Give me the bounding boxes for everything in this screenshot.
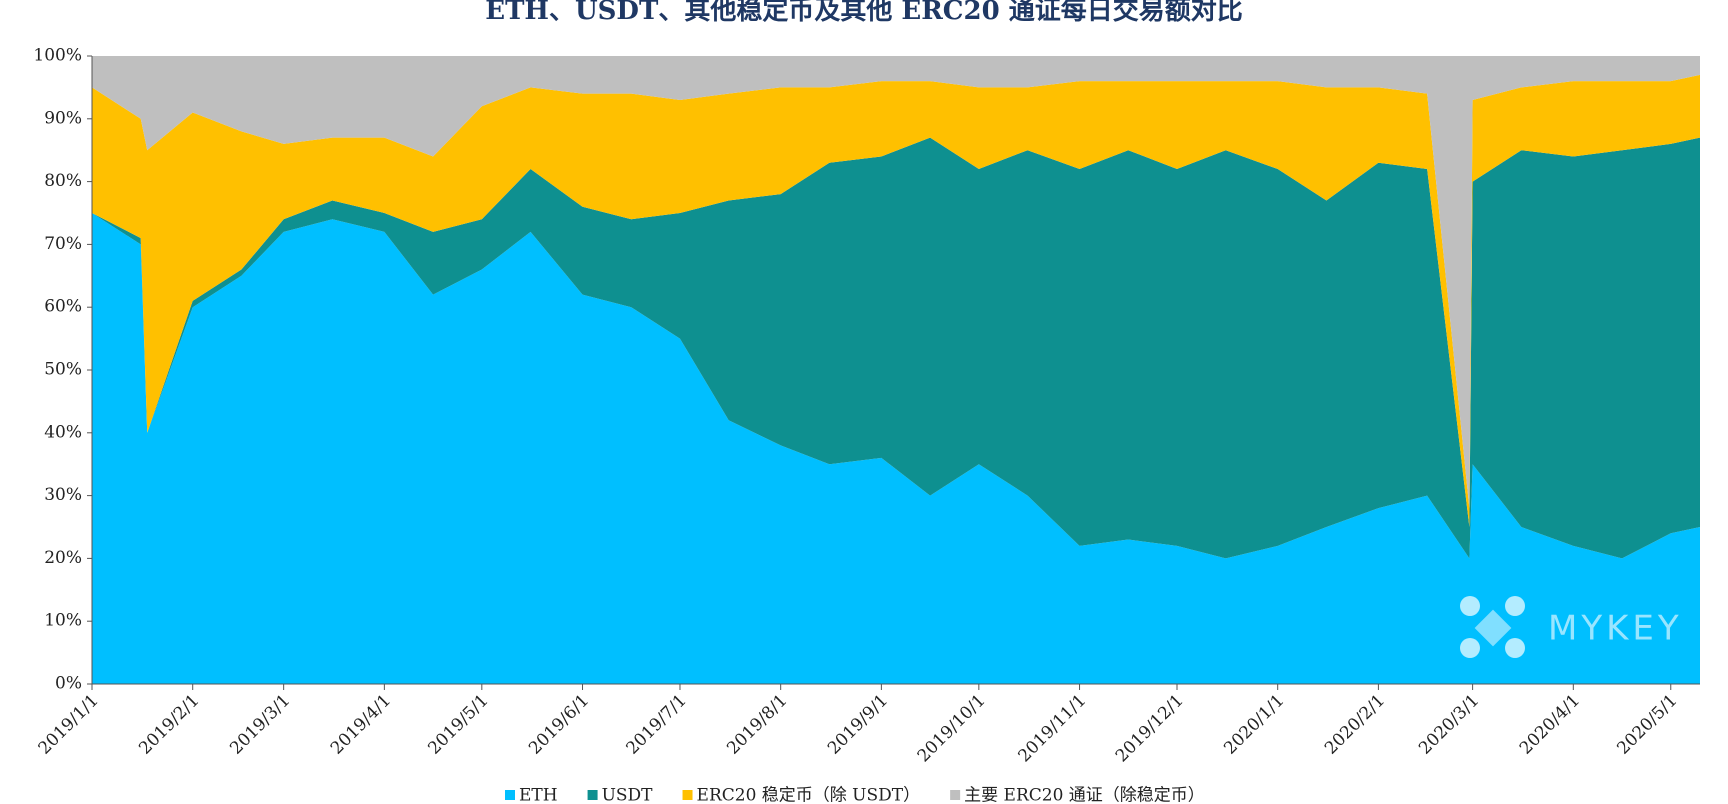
y-tick-label: 0% — [55, 674, 82, 694]
area — [92, 137, 1700, 559]
legend-label: USDT — [602, 786, 654, 804]
legend-label: ETH — [519, 786, 558, 804]
chart-title: ETH、USDT、其他稳定币及其他 ERC20 通证每日交易额对比 — [485, 0, 1242, 26]
y-tick-label: 70% — [44, 234, 82, 254]
x-tick-label: 2020/2/1 — [1321, 691, 1389, 759]
y-tick-label: 20% — [44, 548, 82, 568]
y-tick-label: 60% — [44, 297, 82, 317]
watermark-text: MYKEY — [1548, 609, 1683, 649]
x-tick-label: 2019/6/1 — [525, 691, 593, 759]
x-tick-label: 2019/2/1 — [135, 691, 203, 759]
x-tick-label: 2019/1/1 — [35, 691, 103, 759]
y-tick-label: 90% — [44, 108, 82, 128]
x-tick-label: 2020/5/1 — [1613, 691, 1681, 759]
watermark-dot — [1460, 638, 1480, 658]
watermark-dot — [1505, 596, 1525, 616]
y-tick-label: 40% — [44, 422, 82, 442]
x-tick-label: 2019/10/1 — [914, 691, 990, 767]
legend-swatch — [682, 790, 693, 800]
watermark-dot — [1460, 596, 1480, 616]
legend-label: 主要 ERC20 通证（除稳定币） — [964, 786, 1205, 804]
y-tick-label: 50% — [44, 360, 82, 380]
x-tick-label: 2020/4/1 — [1516, 691, 1584, 759]
x-tick-label: 2019/3/1 — [226, 691, 294, 759]
area — [92, 74, 1700, 527]
watermark-diamond — [1474, 609, 1512, 647]
watermark: MYKEY — [1460, 596, 1683, 658]
y-tick-label: 100% — [33, 46, 82, 66]
x-tick-label: 2019/8/1 — [723, 691, 791, 759]
x-tick-label: 2019/12/1 — [1112, 691, 1188, 767]
x-tick-label: 2019/11/1 — [1014, 691, 1090, 767]
legend-label: ERC20 稳定币（除 USDT） — [697, 786, 921, 804]
area — [92, 213, 1700, 684]
y-tick-label: 30% — [44, 485, 82, 505]
area — [92, 56, 1700, 509]
legend-swatch — [505, 790, 515, 800]
y-tick-label: 80% — [44, 171, 82, 191]
x-tick-label: 2019/5/1 — [424, 691, 492, 759]
x-tick-label: 2019/4/1 — [327, 691, 395, 759]
watermark-dot — [1505, 638, 1525, 658]
x-tick-label: 2019/7/1 — [623, 691, 691, 759]
x-tick-label: 2020/3/1 — [1415, 691, 1483, 759]
legend-swatch — [587, 790, 598, 800]
legend-swatch — [950, 790, 961, 800]
x-tick-label: 2020/1/1 — [1220, 691, 1288, 759]
y-tick-label: 10% — [44, 611, 82, 631]
x-tick-label: 2019/9/1 — [824, 691, 892, 759]
